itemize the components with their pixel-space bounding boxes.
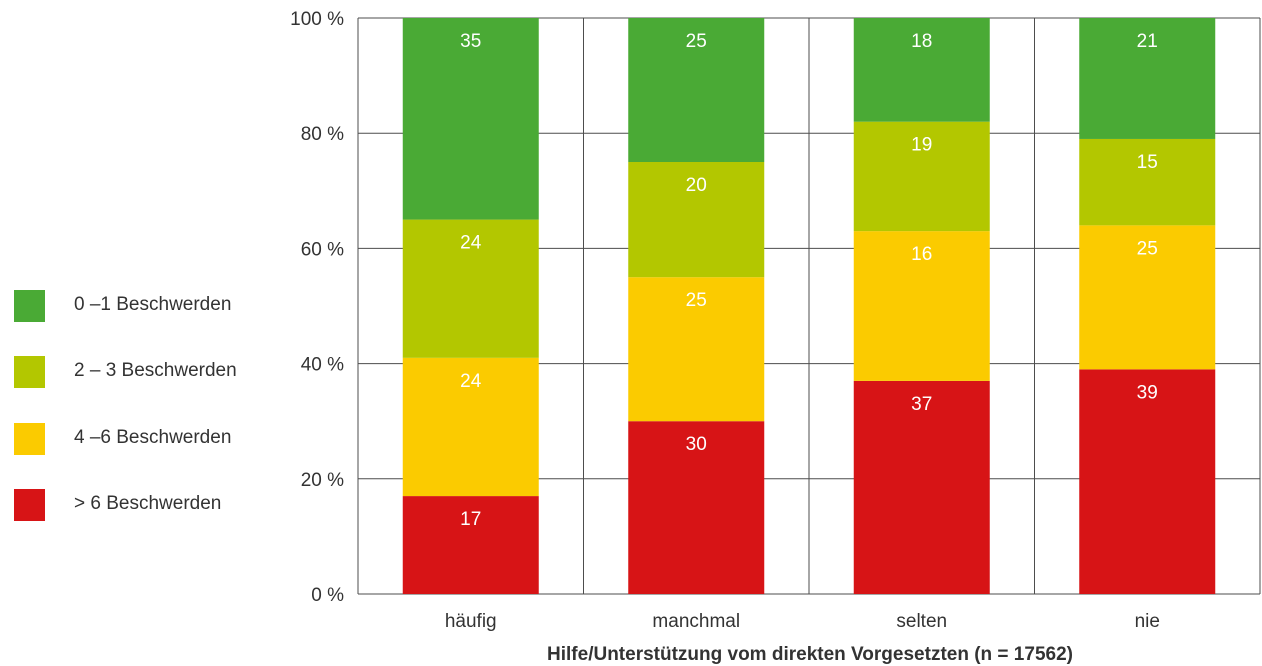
legend-label: 4 –6 Beschwerden (74, 427, 232, 448)
bar-segment (1079, 18, 1216, 139)
bar-value-label: 16 (911, 244, 932, 265)
bar-segment (402, 219, 539, 358)
bar-value-label: 21 (1137, 31, 1158, 52)
bar-value-label: 17 (460, 509, 481, 530)
bar-segment (853, 18, 990, 122)
x-axis-label: Hilfe/Unterstützung vom direkten Vorgese… (547, 644, 1073, 665)
legend-label: > 6 Beschwerden (74, 493, 222, 514)
bar-segment (628, 421, 765, 594)
bar-segment (402, 496, 539, 594)
y-axis-ticks: 0 % 20 % 40 % 60 % 80 % 100 % (290, 9, 344, 606)
bar-segment (402, 18, 539, 220)
x-tick-label: manchmal (652, 611, 740, 632)
bar-segment (1079, 369, 1216, 594)
legend-swatch (14, 290, 45, 322)
bar-segment (628, 277, 765, 422)
bar-segment (628, 18, 765, 162)
legend-label: 2 – 3 Beschwerden (74, 360, 237, 381)
bar-segment (402, 357, 539, 497)
bar-value-labels: 17 24 24 35 30 25 20 25 37 16 19 18 39 25 15 21 (460, 31, 1158, 530)
legend-label: 0 –1 Beschwerden (74, 294, 232, 315)
x-tick-label: häufig (445, 611, 497, 632)
bar-segment (1079, 138, 1216, 226)
legend-swatch (14, 489, 45, 521)
bar-value-label: 25 (1137, 238, 1158, 259)
x-tick-label: selten (896, 611, 947, 632)
x-axis-ticks: häufig manchmal selten nie (445, 611, 1160, 632)
bar-segment (1079, 225, 1216, 370)
legend-swatch (14, 356, 45, 388)
y-tick-label: 80 % (301, 124, 344, 145)
y-tick-label: 100 % (290, 9, 344, 30)
legend-swatch (14, 423, 45, 455)
y-tick-label: 20 % (301, 470, 344, 491)
y-tick-label: 0 % (311, 585, 344, 606)
bar-value-label: 18 (911, 31, 932, 52)
y-tick-label: 40 % (301, 355, 344, 376)
bar-value-label: 15 (1137, 152, 1158, 173)
bar-segment (853, 121, 990, 232)
bar-value-label: 37 (911, 394, 932, 415)
bar-value-label: 30 (686, 434, 707, 455)
bar-segment (853, 380, 990, 594)
bar-segment (853, 231, 990, 381)
bar-value-label: 24 (460, 233, 482, 254)
bar-value-label: 39 (1137, 382, 1158, 403)
x-tick-label: nie (1135, 611, 1160, 632)
y-tick-label: 60 % (301, 239, 344, 260)
bar-value-label: 19 (911, 135, 932, 156)
bar-segment (628, 162, 765, 278)
bar-value-label: 24 (460, 371, 482, 392)
bar-value-label: 25 (686, 290, 707, 311)
bars (402, 18, 1216, 594)
bar-value-label: 25 (686, 31, 707, 52)
bar-value-label: 35 (460, 31, 481, 52)
bar-value-label: 20 (686, 175, 707, 196)
